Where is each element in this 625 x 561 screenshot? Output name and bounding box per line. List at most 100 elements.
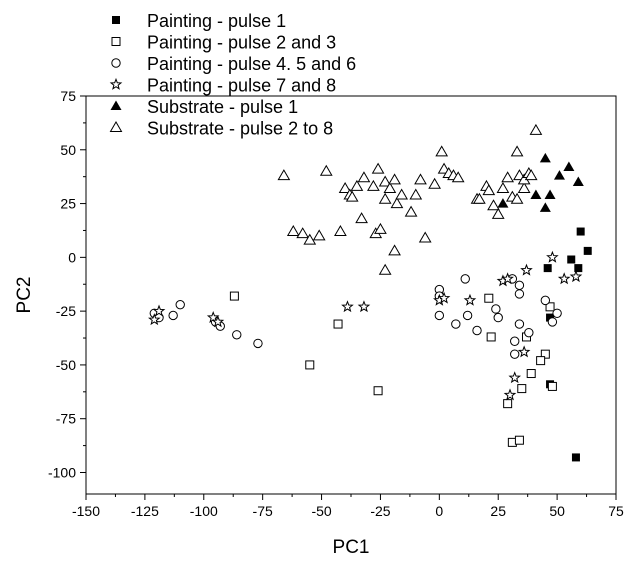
data-point	[543, 264, 552, 273]
data-point	[514, 280, 525, 291]
data-point	[574, 264, 583, 273]
data-point	[524, 327, 534, 338]
data-point	[341, 300, 354, 313]
data-point	[428, 177, 441, 189]
data-point	[508, 371, 522, 384]
data-point	[388, 173, 401, 185]
data-point	[395, 188, 409, 200]
data-point	[350, 179, 364, 191]
data-point	[434, 310, 445, 321]
x-tick-label: -150	[72, 503, 100, 519]
legend-item: Substrate - pulse 1	[110, 97, 298, 117]
data-point	[497, 198, 509, 208]
data-point	[540, 349, 550, 359]
data-point	[367, 179, 380, 191]
data-point	[536, 356, 546, 366]
data-point	[463, 293, 477, 306]
y-tick-label: 50	[60, 142, 76, 158]
legend-marker	[111, 37, 121, 46]
data-point	[152, 304, 166, 317]
legend-marker	[109, 77, 123, 90]
legend-item: Painting - pulse 1	[112, 11, 286, 31]
series-4	[148, 250, 583, 401]
legend-label: Substrate - pulse 2 to 8	[147, 119, 333, 139]
data-point	[357, 300, 371, 313]
x-tick-label: -75	[253, 503, 273, 519]
series-6	[277, 123, 543, 275]
data-point	[229, 291, 239, 301]
x-tick-label: 50	[549, 503, 565, 519]
data-point	[545, 302, 555, 312]
data-point	[539, 202, 551, 212]
data-point	[571, 453, 580, 462]
legend-label: Painting - pulse 4. 5 and 6	[147, 54, 356, 74]
data-point	[510, 192, 524, 204]
x-tick-label: -25	[370, 503, 390, 519]
data-point	[563, 161, 575, 171]
data-point	[547, 317, 558, 327]
data-point	[547, 381, 557, 391]
data-point	[175, 299, 185, 310]
data-point	[373, 386, 383, 396]
y-tick-label: 75	[60, 88, 76, 104]
legend-label: Painting - pulse 1	[147, 11, 286, 31]
series-5	[497, 152, 584, 212]
data-point	[338, 182, 352, 194]
x-tick-label: 25	[490, 503, 506, 519]
data-point	[414, 173, 427, 185]
data-point	[371, 162, 385, 174]
data-point	[491, 304, 501, 314]
legend-item: Substrate - pulse 2 to 8	[109, 119, 333, 139]
data-point	[319, 164, 333, 176]
data-point	[451, 171, 465, 183]
data-point	[462, 310, 473, 321]
x-tick-label: 75	[608, 503, 624, 519]
data-point	[576, 227, 585, 236]
data-point	[572, 176, 584, 187]
data-point	[517, 384, 527, 394]
data-point	[503, 399, 513, 409]
x-axis-title: PC1	[333, 537, 370, 558]
data-point	[345, 190, 359, 202]
data-point	[510, 145, 524, 157]
data-point	[569, 270, 583, 283]
data-point	[409, 188, 423, 200]
plot-frame	[85, 95, 617, 495]
data-point	[253, 338, 263, 349]
data-point	[517, 345, 531, 358]
data-point	[472, 325, 482, 336]
series-1	[543, 227, 592, 462]
data-point	[496, 182, 510, 194]
data-point	[333, 319, 343, 329]
data-point	[374, 222, 387, 234]
data-point	[211, 315, 225, 328]
data-point	[546, 313, 555, 322]
data-point	[546, 250, 559, 263]
data-point	[514, 319, 525, 329]
data-point	[520, 263, 533, 276]
y-tick-label: -75	[56, 411, 76, 427]
data-point	[583, 246, 592, 255]
data-point	[355, 212, 368, 224]
data-point	[553, 170, 565, 180]
legend-label: Substrate - pulse 1	[147, 97, 298, 117]
data-point	[557, 272, 571, 285]
data-point	[418, 231, 432, 243]
legend-item: Painting - pulse 7 and 8	[109, 76, 336, 96]
y-tick-label: -50	[56, 357, 76, 373]
legend-item: Painting - pulse 4. 5 and 6	[111, 54, 356, 74]
data-point	[378, 263, 392, 275]
data-point	[486, 332, 496, 342]
data-point	[286, 225, 300, 237]
data-point	[334, 225, 347, 237]
data-point	[539, 152, 551, 163]
legend-marker	[112, 16, 120, 24]
data-point	[312, 229, 326, 241]
data-point	[378, 192, 392, 204]
data-point	[526, 369, 536, 379]
legend-marker	[111, 58, 121, 68]
data-point	[378, 175, 392, 187]
x-tick-label: -125	[131, 503, 159, 519]
